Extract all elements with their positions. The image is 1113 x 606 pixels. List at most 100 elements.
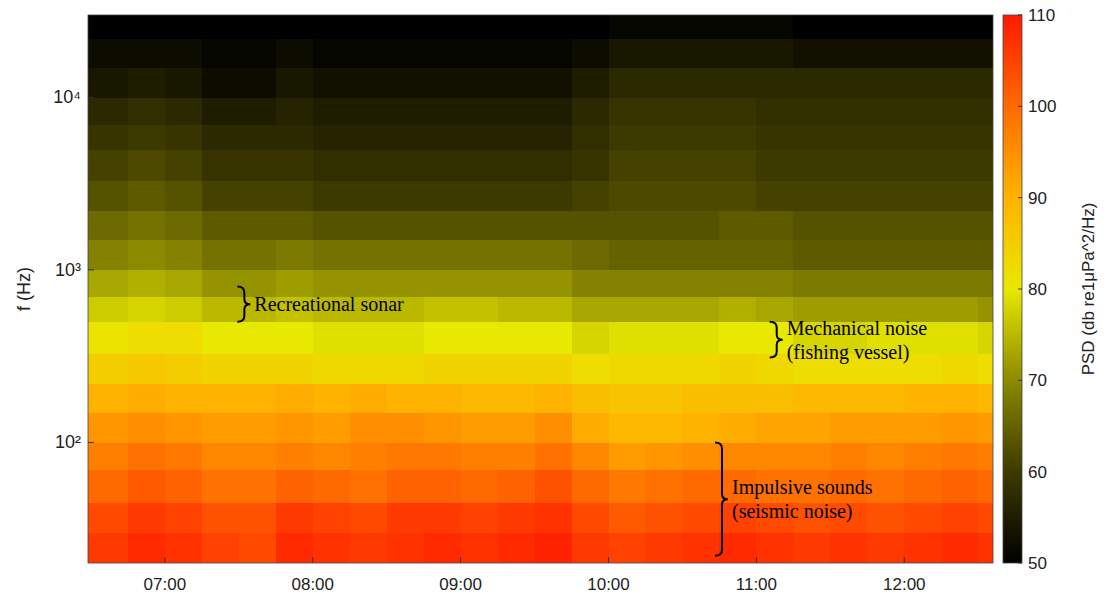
heatmap-cell xyxy=(461,297,499,323)
heatmap-cell xyxy=(830,38,868,67)
heatmap-cell xyxy=(867,239,905,270)
heatmap-cell xyxy=(535,211,573,240)
heatmap-cell xyxy=(387,211,425,240)
heatmap-cell xyxy=(941,67,979,98)
heatmap-cell xyxy=(387,353,425,384)
colorbar-tick xyxy=(1018,15,1022,16)
heatmap-cell xyxy=(202,124,240,150)
heatmap-cell xyxy=(88,149,129,181)
heatmap-cell xyxy=(165,383,203,412)
chart: 07:0008:0009:0010:0011:0012:0010²10³10⁴f… xyxy=(0,0,1113,606)
heatmap-cell xyxy=(239,38,277,67)
colorbar-tick-label: 110 xyxy=(1028,6,1055,25)
heatmap-cell xyxy=(535,15,573,39)
heatmap-cell xyxy=(387,383,425,412)
heatmap-cell xyxy=(941,502,979,533)
heatmap-cell xyxy=(239,322,277,354)
heatmap-cell xyxy=(941,97,979,124)
heatmap-cell xyxy=(830,383,868,412)
heatmap-cell xyxy=(424,383,462,412)
heatmap-cell xyxy=(645,15,683,39)
heatmap-cell xyxy=(461,270,499,297)
heatmap-cell xyxy=(609,149,647,181)
heatmap-cell xyxy=(424,124,462,150)
heatmap-cell xyxy=(350,239,388,270)
heatmap-cell xyxy=(461,322,499,354)
heatmap-cell xyxy=(461,442,499,469)
heatmap-cell xyxy=(276,67,314,98)
heatmap-cell xyxy=(645,297,683,323)
heatmap-cell xyxy=(682,442,720,469)
heatmap-cell xyxy=(165,533,203,563)
heatmap-cell xyxy=(461,239,499,270)
heatmap-cell xyxy=(498,469,536,503)
heatmap-cell xyxy=(645,412,683,443)
heatmap-cell xyxy=(498,149,536,181)
heatmap-cell xyxy=(239,533,277,563)
y-tick-label: 10² xyxy=(55,432,81,452)
heatmap-cell xyxy=(535,270,573,297)
heatmap-cell xyxy=(165,67,203,98)
heatmap-cell xyxy=(682,15,720,39)
heatmap-cell xyxy=(165,297,203,323)
heatmap-cell xyxy=(128,97,166,124)
heatmap-cell xyxy=(941,297,979,323)
heatmap-cell xyxy=(719,297,757,323)
heatmap-cell xyxy=(202,412,240,443)
heatmap-cell xyxy=(719,353,757,384)
heatmap-cell xyxy=(572,211,610,240)
heatmap-cell xyxy=(867,502,905,533)
x-tick xyxy=(756,557,757,563)
heatmap-cell xyxy=(498,412,536,443)
heatmap-cell xyxy=(350,180,388,211)
heatmap-cell xyxy=(239,412,277,443)
heatmap-cell xyxy=(535,67,573,98)
heatmap-cell xyxy=(978,469,993,503)
heatmap-cell xyxy=(904,149,942,181)
heatmap-cell xyxy=(387,15,425,39)
heatmap-cell xyxy=(978,38,993,67)
heatmap-cell xyxy=(756,533,794,563)
heatmap-cell xyxy=(498,15,536,39)
heatmap-cell xyxy=(756,412,794,443)
heatmap-cell xyxy=(88,124,129,150)
heatmap-cell xyxy=(88,353,129,384)
heatmap-cell xyxy=(165,469,203,503)
heatmap-cell xyxy=(941,211,979,240)
heatmap-cell xyxy=(128,383,166,412)
colorbar-tick-label: 60 xyxy=(1028,463,1047,482)
heatmap-cell xyxy=(313,353,351,384)
heatmap-cell xyxy=(756,124,794,150)
heatmap-cell xyxy=(239,180,277,211)
heatmap-cell xyxy=(609,442,647,469)
heatmap-cell xyxy=(719,322,757,354)
heatmap-cell xyxy=(498,124,536,150)
heatmap-cell xyxy=(793,124,831,150)
heatmap-cell xyxy=(350,469,388,503)
heatmap-cell xyxy=(165,239,203,270)
heatmap-cell xyxy=(461,67,499,98)
heatmap-cell xyxy=(867,97,905,124)
heatmap-cell xyxy=(941,270,979,297)
heatmap-cell xyxy=(535,180,573,211)
heatmap-cell xyxy=(128,533,166,563)
heatmap-cell xyxy=(350,322,388,354)
y-axis-title: f (Hz) xyxy=(14,267,34,311)
heatmap-cell xyxy=(535,412,573,443)
heatmap-cell xyxy=(535,383,573,412)
heatmap-cell xyxy=(313,383,351,412)
heatmap-cell xyxy=(461,97,499,124)
heatmap-cell xyxy=(941,15,979,39)
heatmap-cell xyxy=(128,239,166,270)
heatmap-cell xyxy=(535,502,573,533)
heatmap-cell xyxy=(461,502,499,533)
heatmap-cell xyxy=(239,149,277,181)
heatmap-cell xyxy=(128,15,166,39)
colorbar-tick-label: 50 xyxy=(1028,554,1047,573)
heatmap-cell xyxy=(978,149,993,181)
heatmap-cell xyxy=(756,383,794,412)
heatmap-cell xyxy=(128,149,166,181)
heatmap-cell xyxy=(202,149,240,181)
heatmap-cell xyxy=(867,383,905,412)
heatmap-cell xyxy=(498,38,536,67)
